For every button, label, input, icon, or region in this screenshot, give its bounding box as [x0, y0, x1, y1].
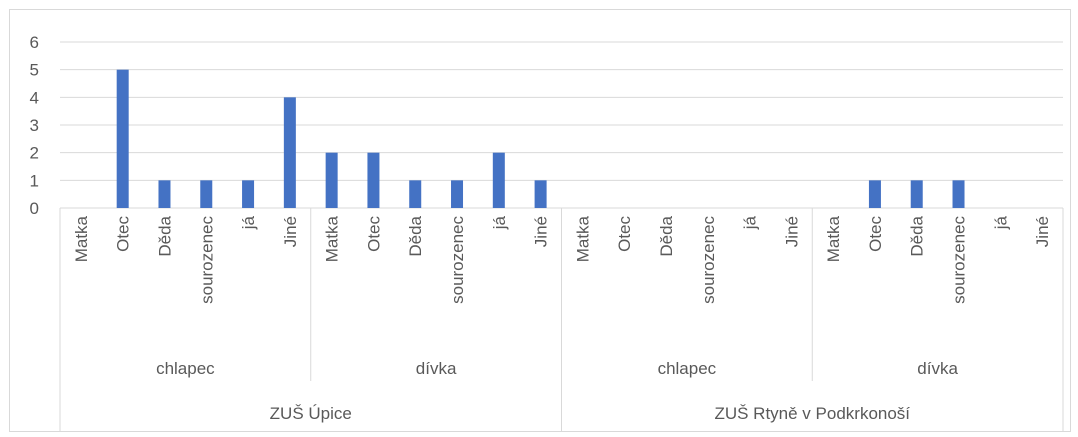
x-category-label: sourozenec	[950, 216, 969, 304]
x-category-label: já	[490, 215, 509, 230]
y-tick-label: 3	[30, 116, 39, 135]
x-category-label: Děda	[908, 215, 927, 256]
bar	[868, 180, 881, 208]
group-label: dívka	[917, 359, 958, 378]
x-category-label: já	[239, 215, 258, 230]
bar	[409, 180, 422, 208]
x-category-label: já	[991, 215, 1010, 230]
y-tick-label: 5	[30, 61, 39, 80]
bar	[158, 180, 171, 208]
group-label: chlapec	[658, 359, 717, 378]
x-category-label: Otec	[615, 216, 634, 252]
x-category-label: Jiné	[281, 216, 300, 247]
group-label: chlapec	[156, 359, 215, 378]
x-category-label: Matka	[573, 215, 592, 262]
bar	[492, 152, 505, 208]
bar	[200, 180, 213, 208]
x-category-label: Otec	[364, 216, 383, 252]
bar	[242, 180, 255, 208]
x-category-label: sourozenec	[699, 216, 718, 304]
x-category-label: sourozenec	[448, 216, 467, 304]
y-axis: 0 1 2 3 4 5 6	[30, 33, 39, 218]
chart-frame	[9, 9, 1071, 432]
x-category-label: Matka	[824, 215, 843, 262]
y-tick-label: 1	[30, 171, 39, 190]
bar	[910, 180, 923, 208]
x-category-label: Děda	[406, 215, 425, 256]
bar	[116, 69, 129, 209]
x-category-label: Otec	[866, 216, 885, 252]
x-category-label: sourozenec	[197, 216, 216, 304]
school-label: ZUŠ Úpice	[270, 404, 352, 423]
y-tick-label: 6	[30, 33, 39, 52]
x-category-label: Matka	[323, 215, 342, 262]
bar	[534, 180, 547, 208]
bar	[367, 152, 380, 208]
gridlines	[60, 41, 1063, 209]
x-category-label: já	[741, 215, 760, 230]
bar	[952, 180, 965, 208]
bars	[116, 69, 965, 209]
x-category-label: Otec	[114, 216, 133, 252]
x-axis: Matka Otec Děda sourozenec já Jiné Matka Otec Dě…	[59, 208, 1064, 432]
y-tick-label: 0	[30, 199, 39, 218]
x-category-label: Matka	[72, 215, 91, 262]
y-tick-label: 2	[30, 144, 39, 163]
x-category-label: Jiné	[1033, 216, 1052, 247]
y-tick-label: 4	[30, 88, 39, 107]
bar	[283, 97, 296, 208]
bar	[325, 152, 338, 208]
bar	[451, 180, 464, 208]
school-label: ZUŠ Rtyně v Podkrkonoší	[714, 404, 910, 423]
group-label: dívka	[416, 359, 457, 378]
x-category-label: Jiné	[782, 216, 801, 247]
x-category-label: Děda	[155, 215, 174, 256]
x-category-label: Jiné	[532, 216, 551, 247]
x-category-label: Děda	[657, 215, 676, 256]
